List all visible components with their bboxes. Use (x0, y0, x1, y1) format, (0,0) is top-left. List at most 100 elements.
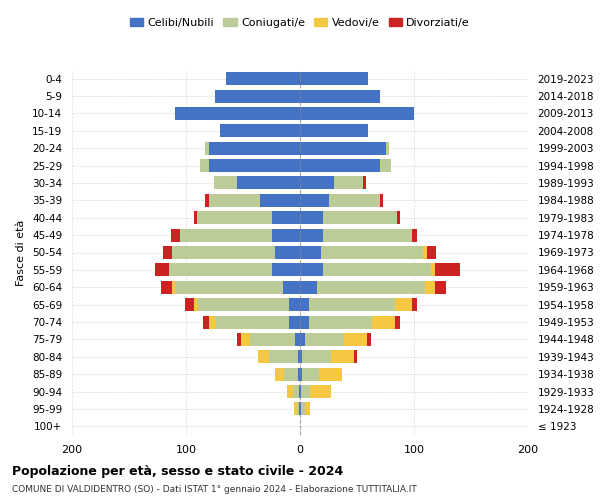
Bar (300, 368, 302, 380)
Bar (293, 385, 299, 398)
Bar (301, 402, 305, 415)
Bar (323, 211, 397, 224)
Bar (169, 264, 271, 276)
Bar (397, 211, 400, 224)
Bar (295, 333, 300, 346)
Bar (205, 142, 209, 154)
Bar (215, 316, 289, 328)
Bar (175, 280, 283, 294)
Bar (209, 142, 300, 154)
Bar (238, 333, 241, 346)
Bar (300, 211, 323, 224)
Bar (423, 246, 427, 259)
Bar (309, 316, 372, 328)
Bar (205, 194, 209, 207)
Bar (241, 333, 250, 346)
Text: Popolazione per età, sesso e stato civile - 2024: Popolazione per età, sesso e stato civil… (12, 465, 343, 478)
Bar (260, 194, 300, 207)
Bar (289, 298, 300, 311)
Bar (395, 298, 412, 311)
Bar (275, 368, 284, 380)
Bar (258, 350, 269, 364)
Bar (329, 194, 380, 207)
Bar (380, 194, 383, 207)
Bar (299, 402, 300, 415)
Bar (310, 385, 331, 398)
Bar (172, 280, 175, 294)
Bar (298, 368, 300, 380)
Bar (344, 333, 367, 346)
Bar (271, 211, 300, 224)
Bar (305, 333, 344, 346)
Bar (380, 159, 391, 172)
Bar (334, 176, 362, 190)
Bar (271, 264, 300, 276)
Bar (300, 246, 320, 259)
Legend: Celibi/Nubili, Coniugati/e, Vedovi/e, Divorziati/e: Celibi/Nubili, Coniugati/e, Vedovi/e, Di… (125, 14, 475, 32)
Bar (238, 176, 300, 190)
Bar (300, 228, 323, 241)
Bar (412, 298, 418, 311)
Bar (300, 194, 329, 207)
Bar (300, 90, 380, 102)
Bar (155, 264, 169, 276)
Bar (209, 159, 300, 172)
Y-axis label: Fasce di età: Fasce di età (16, 220, 26, 286)
Bar (317, 280, 425, 294)
Bar (300, 402, 301, 415)
Bar (427, 246, 436, 259)
Bar (300, 107, 414, 120)
Bar (194, 211, 197, 224)
Bar (175, 107, 300, 120)
Bar (172, 246, 275, 259)
Bar (302, 368, 319, 380)
Bar (434, 280, 446, 294)
Bar (300, 159, 380, 172)
Bar (320, 246, 423, 259)
Bar (300, 72, 368, 85)
Bar (300, 350, 302, 364)
Bar (269, 350, 298, 364)
Bar (197, 298, 289, 311)
Bar (194, 298, 197, 311)
Bar (295, 402, 296, 415)
Bar (299, 385, 300, 398)
Bar (287, 385, 293, 398)
Bar (300, 316, 309, 328)
Bar (284, 368, 298, 380)
Bar (305, 402, 310, 415)
Bar (319, 368, 342, 380)
Bar (301, 385, 310, 398)
Bar (386, 142, 389, 154)
Bar (215, 90, 300, 102)
Bar (203, 316, 209, 328)
Bar (226, 72, 300, 85)
Bar (209, 194, 260, 207)
Bar (200, 159, 209, 172)
Bar (300, 298, 309, 311)
Bar (431, 264, 434, 276)
Bar (425, 280, 434, 294)
Bar (309, 298, 395, 311)
Bar (250, 333, 295, 346)
Bar (302, 350, 331, 364)
Bar (171, 228, 180, 241)
Bar (323, 264, 431, 276)
Bar (300, 142, 386, 154)
Bar (300, 280, 317, 294)
Bar (300, 385, 301, 398)
Bar (271, 228, 300, 241)
Bar (372, 316, 395, 328)
Bar (300, 333, 305, 346)
Bar (300, 176, 334, 190)
Bar (289, 316, 300, 328)
Bar (161, 280, 172, 294)
Bar (283, 280, 300, 294)
Text: COMUNE DI VALDIDENTRO (SO) - Dati ISTAT 1° gennaio 2024 - Elaborazione TUTTITALI: COMUNE DI VALDIDENTRO (SO) - Dati ISTAT … (12, 485, 417, 494)
Bar (163, 246, 172, 259)
Bar (298, 350, 300, 364)
Bar (331, 350, 353, 364)
Bar (209, 316, 215, 328)
Bar (185, 298, 194, 311)
Bar (367, 333, 371, 346)
